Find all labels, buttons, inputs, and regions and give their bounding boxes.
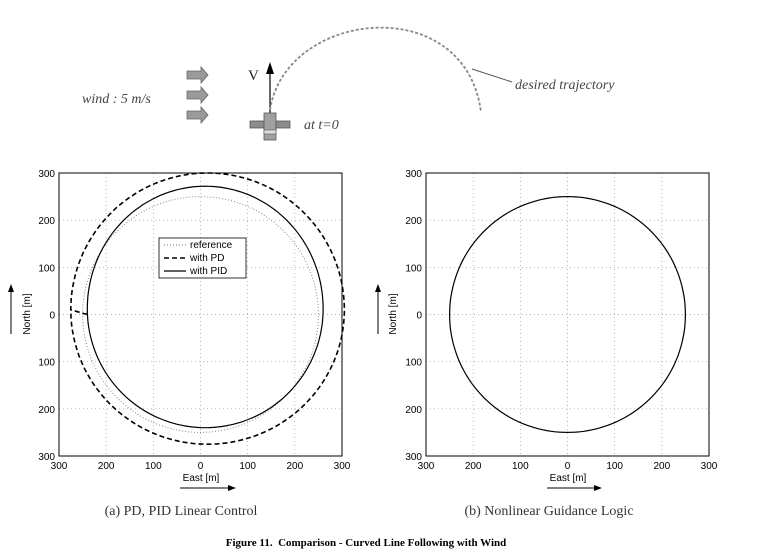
x-tick-label: 300 — [418, 461, 435, 472]
y-tick-label: 200 — [405, 216, 422, 227]
series-line-1 — [449, 195, 687, 434]
series-with-PD — [69, 172, 346, 446]
y-tick-label: 0 — [416, 311, 422, 322]
plot-a-grid — [59, 173, 342, 456]
x-tick-label: 200 — [98, 461, 115, 472]
plot-a-frame — [58, 172, 343, 457]
plot-b-ylabel: North [m] — [388, 293, 399, 334]
plot-b-frame — [425, 172, 710, 457]
plot-a-ylabel: North [m] — [22, 293, 33, 334]
plot-a-x-arrow-icon — [180, 485, 236, 491]
x-tick-label: 200 — [465, 461, 482, 472]
x-tick-label: 200 — [653, 461, 670, 472]
y-tick-label: 300 — [405, 452, 422, 463]
y-tick-label: 300 — [38, 452, 55, 463]
x-tick-label: 100 — [606, 461, 623, 472]
y-tick-label: 100 — [38, 263, 55, 274]
legend-entry-pd: with PD — [189, 253, 224, 264]
wind-label: wind : 5 m/s — [82, 92, 151, 107]
plot-a-caption: (a) PD, PID Linear Control — [105, 504, 258, 519]
plot-b-grid — [426, 173, 709, 456]
x-tick-label: 100 — [512, 461, 529, 472]
wind-arrow-icon — [186, 65, 209, 125]
y-tick-label: 200 — [405, 405, 422, 416]
y-tick-label: 100 — [405, 358, 422, 369]
legend-entry-reference: reference — [190, 240, 233, 251]
schematic: wind : 5 m/s V at t=0 desired trajectory — [82, 26, 615, 141]
aircraft-icon — [249, 112, 291, 141]
plot-a-series — [69, 172, 346, 446]
velocity-arrow-icon — [266, 62, 274, 118]
x-tick-label: 200 — [286, 461, 303, 472]
y-tick-label: 100 — [38, 358, 55, 369]
y-tick-label: 200 — [38, 405, 55, 416]
series-reference — [82, 196, 319, 433]
figure-caption: Figure 11. Comparison - Curved Line Foll… — [226, 537, 507, 549]
plot-b-series — [449, 195, 687, 434]
plot-b-x-arrow-icon — [547, 485, 602, 491]
legend-entry-pid: with PID — [189, 266, 227, 277]
y-tick-label: 100 — [405, 263, 422, 274]
series-with-PID — [86, 185, 324, 429]
x-tick-label: 0 — [198, 461, 204, 472]
plot-a-xlabel: East [m] — [183, 473, 220, 484]
y-tick-label: 0 — [49, 311, 55, 322]
plot-b-y-arrow-icon — [375, 284, 381, 334]
x-tick-label: 100 — [239, 461, 256, 472]
x-tick-label: 300 — [701, 461, 718, 472]
plot-a-legend: reference with PD with PID — [158, 237, 247, 279]
plot-b-xlabel: East [m] — [550, 473, 587, 484]
trajectory-pointer — [471, 68, 513, 83]
plot-a-y-arrow-icon — [8, 284, 14, 334]
trajectory-label: desired trajectory — [515, 78, 615, 93]
y-tick-label: 300 — [405, 169, 422, 180]
x-tick-label: 0 — [565, 461, 571, 472]
x-tick-label: 100 — [145, 461, 162, 472]
plot-b-caption: (b) Nonlinear Guidance Logic — [464, 504, 633, 519]
start-label: at t=0 — [304, 118, 339, 133]
y-tick-label: 200 — [38, 216, 55, 227]
x-tick-label: 300 — [334, 461, 351, 472]
velocity-label: V — [248, 68, 259, 84]
x-tick-label: 300 — [51, 461, 68, 472]
y-tick-label: 300 — [38, 169, 55, 180]
desired-trajectory-path — [269, 26, 482, 113]
